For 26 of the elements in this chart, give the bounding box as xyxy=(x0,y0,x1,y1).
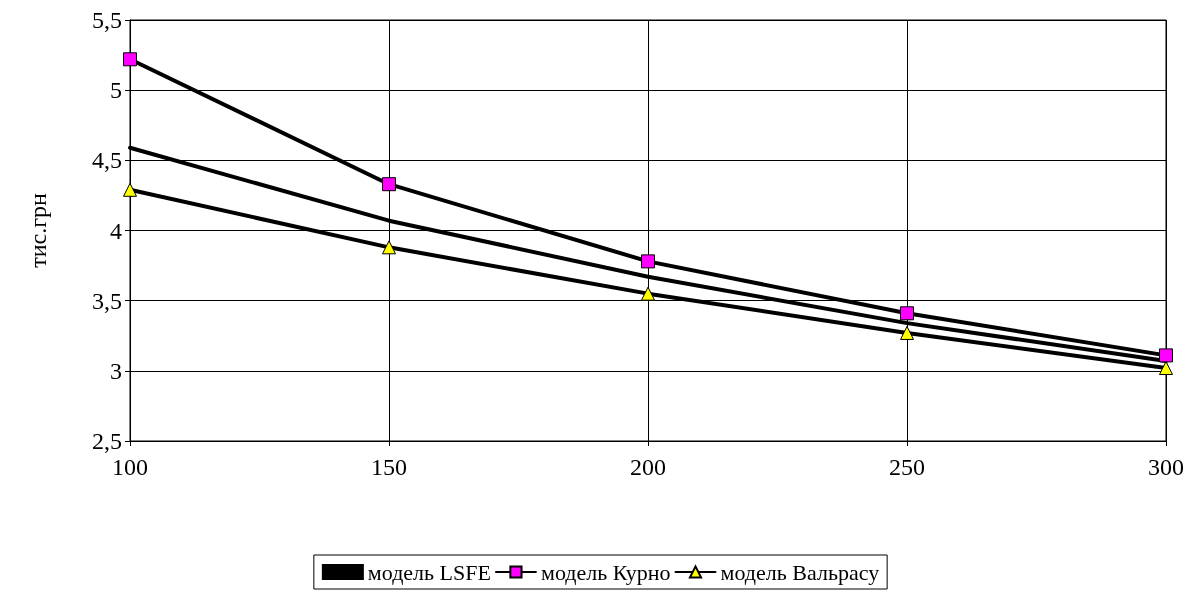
legend-label: модель Вальрасу xyxy=(720,559,880,585)
point xyxy=(900,325,914,340)
point xyxy=(900,306,914,321)
legend-label: модель LSFE xyxy=(367,559,491,585)
y-tick-label: 4 xyxy=(110,217,122,244)
x-tick-label: 200 xyxy=(630,454,666,480)
x-tick-label: 300 xyxy=(1148,454,1184,480)
point xyxy=(1159,348,1173,363)
point xyxy=(1159,361,1173,376)
x-tick-label: 100 xyxy=(112,454,148,480)
y-tick-label: 2,5 xyxy=(92,428,122,454)
y-tick-label: 4,5 xyxy=(92,147,122,174)
y-tick-label: 3 xyxy=(110,357,122,384)
point xyxy=(123,52,137,67)
x-tick-label: 250 xyxy=(889,454,925,480)
point xyxy=(641,254,655,269)
y-tick-label: 5 xyxy=(110,77,122,104)
y-tick-label: 3,5 xyxy=(92,287,122,314)
point xyxy=(641,286,655,301)
point xyxy=(382,177,396,192)
point xyxy=(123,182,137,197)
y-axis-title: тис.грн xyxy=(25,193,51,268)
point xyxy=(382,240,396,255)
legend-label: модель Курно xyxy=(540,559,671,585)
x-tick-label: 150 xyxy=(371,454,407,480)
y-tick-label: 5,5 xyxy=(92,7,122,33)
